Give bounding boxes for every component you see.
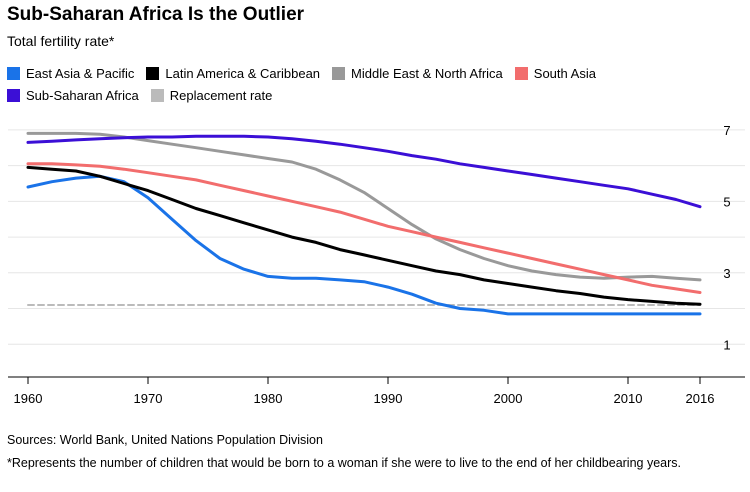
legend-label: East Asia & Pacific (26, 65, 135, 81)
x-tick-label: 2000 (494, 391, 523, 406)
series-line-sub-saharan-africa (26, 134, 702, 209)
line-chart: 1 3 5 7 1960 1970 1980 1990 2000 2010 2016 (8, 123, 745, 406)
legend-item-south-asia: South Asia (514, 65, 596, 81)
footnote: *Represents the number of children that … (7, 456, 681, 470)
legend-item-east-asia-pacific: East Asia & Pacific (7, 66, 134, 81)
legend-label: Sub-Saharan Africa (26, 87, 139, 103)
legend-swatch (514, 66, 528, 80)
legend-swatch (146, 66, 160, 80)
x-tick-label: 1990 (374, 391, 403, 406)
chart-title: Sub-Saharan Africa Is the Outlier (7, 4, 305, 25)
legend-label: Middle East & North Africa (351, 65, 503, 81)
legend-item-replacement-rate: Replacement rate (150, 87, 273, 103)
y-tick-label: 5 (723, 194, 730, 209)
legend-swatch (332, 66, 346, 80)
chart-subtitle: Total fertility rate* (7, 33, 115, 49)
legend-swatch (7, 88, 20, 102)
legend-item-middle-east-north-africa: Middle East & North Africa (332, 66, 503, 81)
y-tick-label: 3 (723, 266, 730, 281)
legend-item-latin-america-caribbean: Latin America & Caribbean (146, 66, 320, 81)
series-line-latin-america-caribbean (26, 165, 702, 306)
series-line-middle-east-north-africa (26, 131, 702, 282)
x-tick-label: 1970 (134, 391, 163, 406)
legend-label: South Asia (533, 65, 596, 81)
legend-label: Latin America & Caribbean (165, 65, 321, 81)
y-tick-label: 1 (723, 337, 730, 352)
legend-item-sub-saharan-africa: Sub-Saharan Africa (7, 88, 139, 103)
x-tick-label: 2016 (686, 391, 715, 406)
series-line-south-asia (26, 162, 702, 294)
x-tick-label: 1960 (14, 391, 43, 406)
legend-swatch (150, 88, 164, 102)
series-line-east-asia-pacific (26, 174, 702, 316)
legend-label: Replacement rate (169, 87, 273, 103)
source-note: Sources: World Bank, United Nations Popu… (7, 433, 323, 447)
legend-swatch (7, 66, 20, 80)
y-tick-label: 7 (723, 123, 730, 138)
x-tick-label: 1980 (254, 391, 283, 406)
x-tick-label: 2010 (614, 391, 643, 406)
chart-legend: East Asia & Pacific Latin America & Carib… (7, 62, 742, 106)
